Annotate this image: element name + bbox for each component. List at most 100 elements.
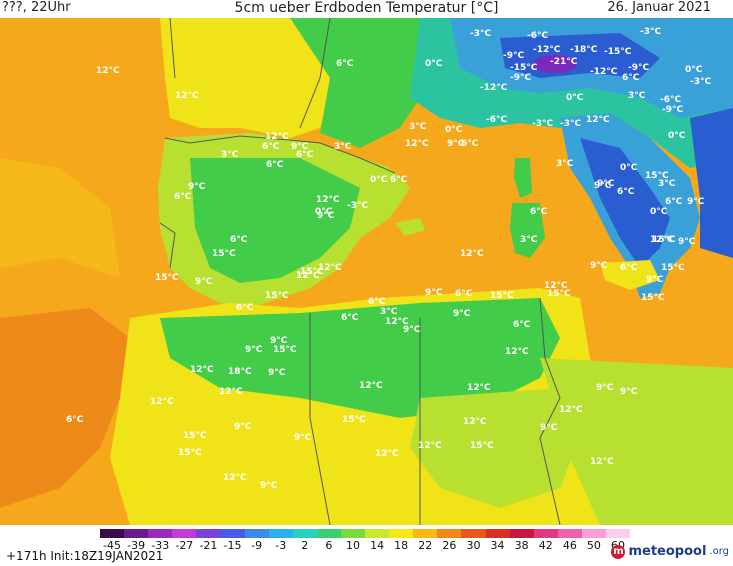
temperature-label: 0°C [566,93,584,103]
color-scale-swatch [365,529,390,538]
color-scale-swatch [389,529,414,538]
color-scale-ticks: -45 -39 -33 -27 -21 -15 -9 -3 2 6 10 14 18 22 26 30 34 38… [100,539,630,553]
color-scale-tick: 6 [325,539,333,552]
temperature-label: 9°C [245,345,263,355]
temperature-label: 15°C [273,345,297,355]
temperature-label: 12°C [544,281,568,291]
temperature-label: 3°C [628,91,646,101]
brand-name: meteopool [628,544,707,559]
temperature-label: 9°C [425,288,443,298]
color-scale-tick: -33 [151,539,170,552]
temperature-label: 15°C [661,263,685,273]
temperature-label: -3°C [640,27,661,37]
temperature-label: 0°C [370,175,388,185]
color-scale-tick: -45 [103,539,122,552]
temperature-label: 3°C [409,122,427,132]
temperature-label: 3°C [520,235,538,245]
temperature-label: 12°C [405,139,429,149]
temperature-label: 9°C [597,179,615,189]
color-scale-swatch [461,529,486,538]
temperature-label: -3°C [690,77,711,87]
color-scale-tick: 50 [586,539,601,552]
temperature-label: 15°C [212,249,236,259]
color-scale-swatch [605,529,631,538]
temperature-label: 6°C [513,320,531,330]
temperature-label: 9°C [678,237,696,247]
model-run-info: +171h Init:18Z19JAN2021 [6,549,164,563]
temperature-label: 12°C [559,405,583,415]
balearic-islands [395,218,425,236]
temperature-label: 12°C [375,449,399,459]
color-scale-swatch [268,529,293,538]
color-scale-swatch [340,529,366,538]
temperature-label: 9°C [403,325,421,335]
color-scale-swatch [292,529,317,538]
temperature-label: 15°C [547,289,571,299]
temperature-label: -6°C [527,31,548,41]
temperature-label: 3°C [334,142,352,152]
temperature-label: 15°C [470,441,494,451]
temperature-label: 9°C [453,309,471,319]
atlantic-band [0,158,120,278]
temperature-label: 9°C [540,423,558,433]
temperature-label: 12°C [650,235,674,245]
color-scale-swatch [124,529,149,538]
temperature-label: 12°C [190,365,214,375]
libya-region [540,358,733,525]
color-scale-tick: -39 [127,539,146,552]
temperature-label: 12°C [463,417,487,427]
color-scale-tick: 34 [490,539,505,552]
temperature-label: -3°C [532,119,553,129]
temperature-label: 3°C [556,159,574,169]
sardinia-island [510,203,545,258]
temperature-label: 15°C [178,448,202,458]
temperature-label: 9°C [268,368,286,378]
color-scale-swatch [533,529,558,538]
alps-peak-cold [533,55,577,73]
temperature-label: -15°C [510,63,538,73]
temperature-label: 15°C [300,267,324,277]
temperature-label: 12°C [296,271,320,281]
country-borders [159,18,561,525]
temperature-label: 6°C [336,59,354,69]
temperature-label: 12°C [359,381,383,391]
color-scale-tick: 18 [394,539,409,552]
temperature-label: -9°C [628,63,649,73]
color-scale-swatch [196,529,221,538]
temperature-label: 6°C [236,303,254,313]
brand-icon: m [611,544,626,559]
temperature-label: 12°C [219,387,243,397]
temperature-label: 6°C [262,142,280,152]
temperature-label: 12°C [460,249,484,259]
color-scale-swatch [413,529,438,538]
temperature-label: 12°C [150,397,174,407]
temperature-label: 15°C [652,235,676,245]
temperature-label: 6°C [66,415,84,425]
header-time: ???, 22Uhr [2,0,71,15]
temperature-label: 15°C [641,293,665,303]
color-scale-tick: 10 [345,539,360,552]
temperature-label: -12°C [480,83,508,93]
temperature-label: 12°C [418,441,442,451]
color-scale-tick: 46 [562,539,577,552]
color-scale-swatch [509,529,534,538]
color-scale-tick: -21 [199,539,218,552]
temperature-label: 9°C [447,139,465,149]
color-scale-tick: 2 [301,539,309,552]
color-scale-swatch [220,529,245,538]
temperature-label: 12°C [467,383,491,393]
temperature-label: 12°C [590,457,614,467]
temperature-label: 15°C [265,291,289,301]
temperature-label: -6°C [486,115,507,125]
color-scale-tick: -9 [251,539,263,552]
temperature-label: 9°C [590,261,608,271]
sicily-island [600,260,660,290]
temperature-label: 9°C [260,481,278,491]
color-scale-tick: 38 [514,539,529,552]
temperature-label: -9°C [510,73,531,83]
temperature-label: 9°C [195,277,213,287]
color-scale-tick: 42 [538,539,553,552]
brand-logo[interactable]: m meteopool .org [611,544,729,559]
temperature-label: 12°C [223,473,247,483]
temperature-label: 6°C [622,73,640,83]
